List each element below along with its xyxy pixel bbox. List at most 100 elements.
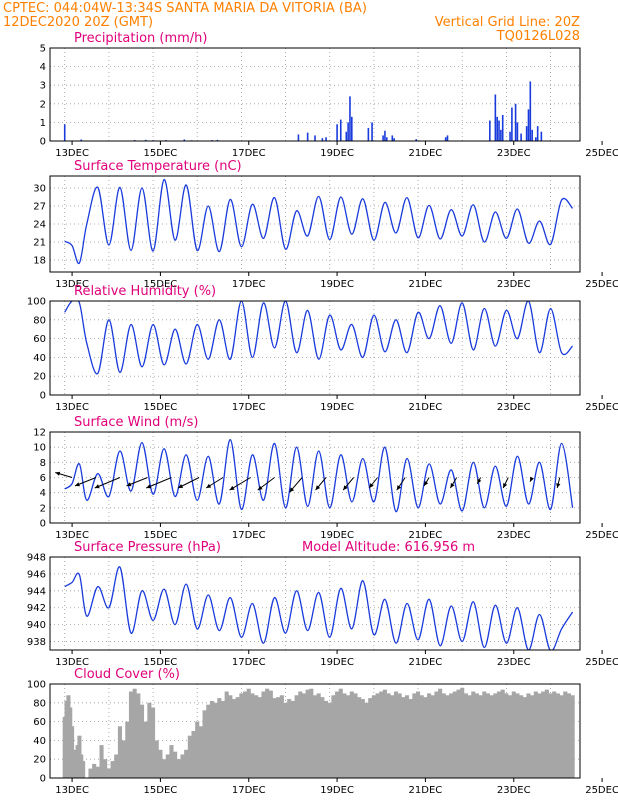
cloud-bar (349, 691, 354, 778)
wind-x-tick-label: 19DEC (320, 530, 354, 541)
wind-arrow-head (55, 471, 61, 476)
cloud-bar (114, 754, 119, 778)
cloud-bar (537, 693, 542, 778)
cloud-bar (298, 691, 303, 778)
precip-y-tick-label: 0 (40, 137, 46, 148)
cloud-bar (99, 745, 104, 778)
precip-bar (446, 135, 449, 141)
precip-bar (444, 137, 447, 141)
cloud-bar (147, 702, 152, 778)
precip-y-tick-label: 2 (40, 99, 46, 110)
cloud-bar (231, 699, 237, 778)
cloud-bar (342, 693, 347, 778)
wind-series-line (64, 438, 574, 513)
precip-bar (494, 94, 497, 141)
wind-x-tick-label: 13DEC (55, 530, 89, 541)
cloud-bar (412, 693, 417, 778)
precip-frame (49, 47, 581, 142)
cloud-bar (184, 749, 189, 778)
cloud-bar (519, 695, 524, 778)
cloud-y-tick-label: 0 (40, 774, 46, 785)
header-date: 12DEC2020 20Z (GMT) (3, 15, 153, 30)
cloud-bar (198, 726, 203, 778)
wind-arrow-head (450, 483, 455, 488)
cloud-bar (515, 693, 520, 778)
cloud-bar (324, 700, 329, 778)
cloud-bar (493, 693, 498, 778)
wind-arrow-head (229, 485, 235, 491)
wind-x-tick-label: 23DEC (497, 530, 531, 541)
cloud-bar (243, 691, 248, 778)
cloud-bar (482, 691, 487, 778)
cloud-panel: 0 20 40 60 80 100 13DEC 15DEC 17DEC 19DEC 21DEC 23D… (27, 667, 618, 796)
cloud-bar (434, 691, 439, 778)
pres-title: Surface Pressure (hPa) (74, 540, 221, 555)
cloud-bar (272, 698, 277, 778)
cloud-bar (357, 697, 362, 778)
precip-title: Precipitation (mm/h) (74, 31, 207, 46)
wind-y-tick-label: 0 (40, 519, 46, 530)
wind-x-tick-label: 15DEC (144, 530, 178, 541)
cloud-bar (500, 689, 505, 778)
temp-title: Surface Temperature (nC) (74, 159, 242, 174)
cloud-bar (401, 697, 406, 778)
cloud-bar (290, 700, 295, 778)
cloud-bar (338, 688, 343, 778)
cloud-bar (430, 695, 435, 778)
pres-x-tick-label: 23DEC (497, 657, 531, 668)
precip-bar (382, 135, 384, 141)
cloud-frame (49, 683, 581, 779)
cloud-bar (106, 768, 111, 778)
wind-arrow (94, 477, 121, 489)
temp-x-tick-label: 23DEC (497, 279, 531, 290)
precip-bar (314, 135, 316, 141)
precip-bar (496, 116, 498, 141)
wind-arrow-head (556, 483, 561, 488)
rh-y-tick-label: 60 (33, 334, 46, 345)
cloud-bar (228, 695, 233, 778)
temp-y-tick-label: 18 (33, 256, 46, 267)
cloud-bar (110, 761, 115, 778)
pres-x-tick-label: 19DEC (320, 657, 354, 668)
wind-x-tick-label: 17DEC (232, 530, 266, 541)
cloud-x-tick-label: 21DEC (409, 785, 443, 796)
precip-bar (520, 133, 522, 141)
rh-y-tick-label: 40 (33, 353, 46, 364)
cloud-bar (496, 691, 502, 778)
wind-arrow-head (75, 482, 80, 487)
wind-y-tick-label: 12 (33, 428, 46, 439)
precip-x-tick-label: 21DEC (409, 148, 443, 159)
cloud-bar (287, 699, 292, 778)
cloud-bar (360, 699, 365, 778)
precip-bar (384, 130, 386, 141)
pres-y-tick-label: 942 (27, 603, 46, 614)
cloud-bar (460, 687, 465, 778)
precip-bar (536, 126, 539, 141)
precip-bar (367, 127, 370, 141)
rh-x-tick-label: 15DEC (144, 402, 178, 413)
cloud-bar (143, 721, 148, 778)
temp-y-tick-label: 21 (33, 238, 46, 249)
precip-x-tick-label: 23DEC (497, 148, 531, 159)
wind-arrow-head (178, 484, 184, 488)
precip-bar (514, 103, 517, 141)
wind-arrow-head (94, 484, 100, 489)
rh-panel: 0 20 40 60 80 100 13DEC 15DEC 17DEC 19DEC 21DEC 23D… (27, 284, 618, 413)
temp-x-tick-label: 13DEC (55, 279, 89, 290)
cloud-bar (312, 695, 318, 778)
cloud-bar (570, 695, 575, 778)
cloud-bar (382, 689, 387, 778)
cloud-bar (209, 700, 214, 778)
cloud-bar (132, 688, 137, 778)
cloud-bar (504, 693, 509, 778)
cloud-bar (544, 689, 549, 778)
cloud-x-tick-label: 19DEC (320, 785, 354, 796)
temp-y-tick-label: 30 (33, 184, 46, 195)
header-model-code: TQ0126L028 (496, 29, 580, 44)
rh-x-tick-label: 25DEC (585, 402, 618, 413)
cloud-bar (552, 691, 557, 778)
cloud-bar (511, 691, 516, 778)
wind-arrow-head (503, 483, 508, 488)
precip-bar (216, 139, 219, 141)
wind-y-tick-label: 6 (40, 473, 46, 484)
